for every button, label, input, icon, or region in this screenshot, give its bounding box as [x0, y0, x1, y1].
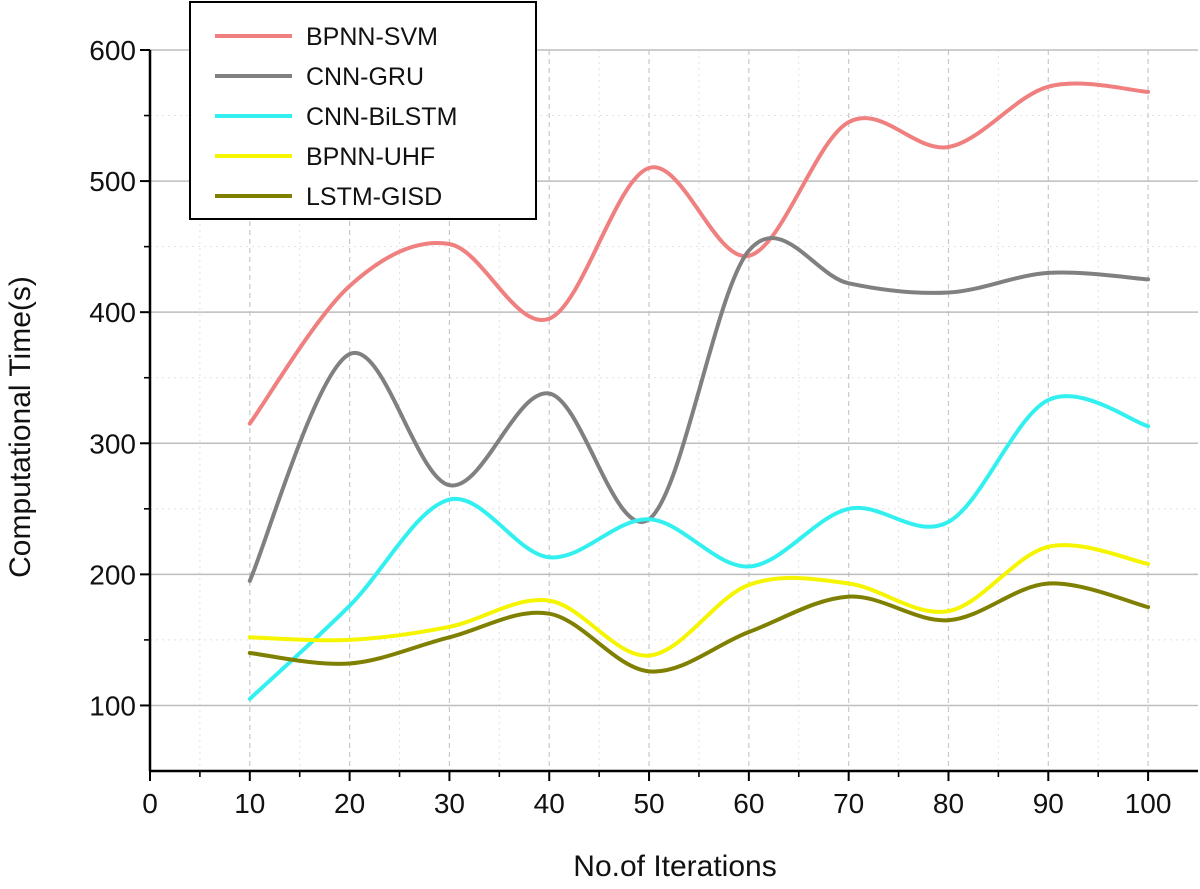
- axes: [140, 49, 1198, 781]
- y-tick-label: 500: [89, 166, 136, 197]
- x-tick-label: 20: [334, 788, 365, 819]
- y-tick-label: 400: [89, 297, 136, 328]
- legend-box: [189, 1, 537, 220]
- y-axis-title: Computational Time(s): [4, 276, 37, 578]
- x-tick-label: 70: [833, 788, 864, 819]
- y-tick-label: 300: [89, 428, 136, 459]
- y-tick-label: 200: [89, 559, 136, 590]
- series-line-2: [247, 394, 1151, 701]
- x-tick-label: 40: [534, 788, 565, 819]
- legend-label: BPNN-UHF: [306, 143, 435, 171]
- series-lines: [247, 81, 1151, 701]
- tick-labels: 0 10 20 30 40 50 60 70 80 90 100 100 200 300 400 500 600: [89, 35, 1171, 819]
- x-tick-label: 100: [1125, 788, 1172, 819]
- x-tick-label: 80: [933, 788, 964, 819]
- series-line-1: [247, 236, 1151, 583]
- legend-label: CNN-GRU: [306, 63, 424, 91]
- x-tick-label: 10: [234, 788, 265, 819]
- y-tick-label: 100: [89, 690, 136, 721]
- y-tick-label: 600: [89, 35, 136, 66]
- x-tick-label: 30: [434, 788, 465, 819]
- legend-label: LSTM-GISD: [306, 183, 442, 211]
- x-tick-label: 90: [1033, 788, 1064, 819]
- legend: BPNN-SVM CNN-GRU CNN-BiLSTM BPNN-UHF LSTM-GI…: [189, 1, 537, 220]
- x-tick-label: 50: [633, 788, 664, 819]
- series-line-4: [247, 581, 1151, 674]
- series-line-0: [247, 81, 1151, 426]
- x-tick-label: 0: [142, 788, 158, 819]
- legend-label: CNN-BiLSTM: [306, 103, 457, 131]
- x-tick-label: 60: [733, 788, 764, 819]
- series-line-3: [247, 543, 1151, 658]
- x-axis-title: No.of Iterations: [573, 850, 776, 883]
- legend-label: BPNN-SVM: [306, 23, 438, 51]
